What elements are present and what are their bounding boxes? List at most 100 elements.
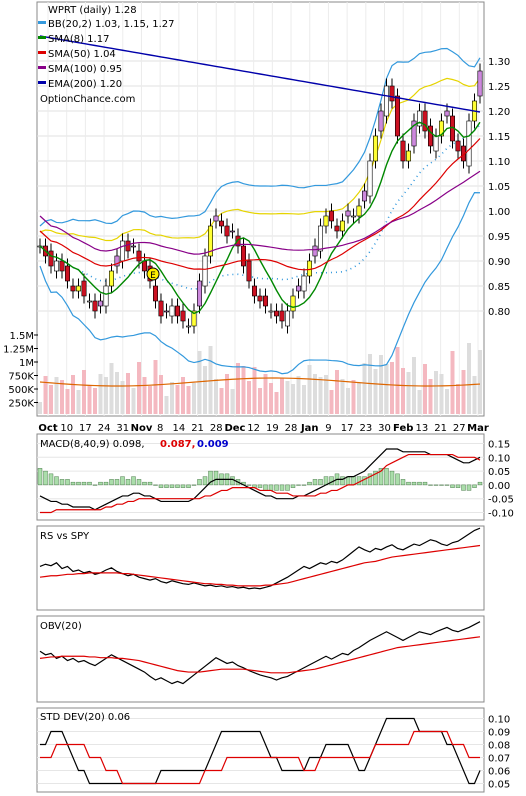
price-y-tick: 0.85 [488,282,510,293]
price-y-tick: 1.10 [488,157,510,168]
earnings-marker [146,267,160,281]
volume-tick: 1.5M [9,331,34,342]
candle-body [92,300,98,312]
macd-hist-bar [455,484,461,488]
x-tick: Dec [224,423,245,434]
volume-bar [43,376,48,414]
stddev-y-tick: 0.06 [488,767,510,778]
candle-body [367,160,373,197]
volume-bar [225,374,229,414]
candle-body [455,140,461,152]
macd-hist-bar [54,476,59,486]
price-panel-frame [36,1,485,417]
stddev-y-tick: 0.05 [488,780,510,791]
volume-bar [296,376,301,414]
volume-bar [340,379,345,414]
legend-swatch-ema200 [38,81,46,84]
legend-sma8: SMA(8) 1.17 [48,34,109,45]
volume-bar [291,384,295,414]
rs-line [39,527,481,590]
x-tick: Oct [38,423,57,434]
volume-tick: 500K [8,385,34,396]
candle-body [400,140,406,162]
volume-bar [159,375,163,414]
macd-y-tick: -0.10 [488,508,514,519]
macd-hist-bar [109,479,114,486]
volume-bar [313,374,317,414]
candle-body [87,300,93,303]
x-tick: 30 [378,423,391,434]
volume-bar [406,372,411,414]
macd-hist-bar [274,484,279,491]
macd-hist-bar [103,481,109,486]
earnings-marker-label: E [150,271,156,281]
volume-bar [472,376,477,414]
macd-hist-bar [450,484,455,488]
volume-bar [38,402,42,414]
candle-body [186,325,192,328]
volume-bar [98,374,103,414]
price-y-tick: 1.00 [488,207,510,218]
volume-bar [456,384,460,414]
macd-hist-bar [257,484,263,488]
volume-bar [428,379,433,414]
volume-bar [478,350,482,414]
volume-bar [175,385,180,414]
volume-bar [131,388,136,414]
x-tick: 13 [416,423,429,434]
candle-body [246,260,252,282]
candle-body [197,280,203,307]
candle-body [191,310,197,327]
candle-body [53,260,59,272]
macd-hist-bar [65,479,70,486]
volume-bar [329,390,334,414]
volume-bar [219,388,224,414]
macd-legend-hist: 0.009 [197,439,229,450]
volume-bars [38,343,482,414]
stddev-average-line [40,730,480,785]
candle-body [224,225,230,237]
volume-bar [60,380,64,414]
candle-body [136,250,142,262]
x-tick: Nov [131,423,153,434]
macd-hist-bar [290,484,296,488]
macd-y-tick: 0.00 [488,481,510,492]
candle-body [405,150,411,162]
volume-bar [181,377,185,414]
obv-series [39,621,481,685]
axis-ticks: 1.30 1.25 1.20 1.15 1.10 1.05 1.00 0.95 0.90 0.85… [3,57,514,791]
candle-body [131,245,137,248]
x-tick: 31 [116,423,129,434]
obv-line [39,621,481,685]
watermark: OptionChance.com [40,94,135,105]
price-y-tick: 1.20 [488,107,510,118]
volume-bar [390,362,394,414]
macd-hist-bar [395,473,400,486]
candle-body [273,310,279,317]
candle-body [411,120,417,147]
macd-y-tick: 0.05 [488,467,510,478]
price-y-tick: 1.25 [488,82,510,93]
volume-bar [401,368,405,414]
volume-bar [241,366,246,414]
macd-hist-bar [340,476,345,486]
macd-hist-bar [329,476,334,486]
price-y-tick: 1.30 [488,57,510,68]
x-tick: 12 [247,423,260,434]
macd-hist-bar [98,481,103,486]
volume-bar [126,373,130,414]
x-tick: 24 [98,423,111,434]
candle-body [153,285,159,302]
x-tick: Mar [467,423,489,434]
macd-hist-bar [466,484,472,491]
macd-y-tick: 0.15 [488,440,510,451]
macd-hist-bar [120,476,125,486]
candle-body [268,310,274,313]
macd-hist-bar [87,481,92,486]
volume-bar [285,381,290,414]
candle-body [290,295,296,312]
volume-bar [417,390,422,414]
macd-hist-bar [208,470,213,486]
candle-body [438,120,444,137]
macd-hist-bar [92,484,98,486]
